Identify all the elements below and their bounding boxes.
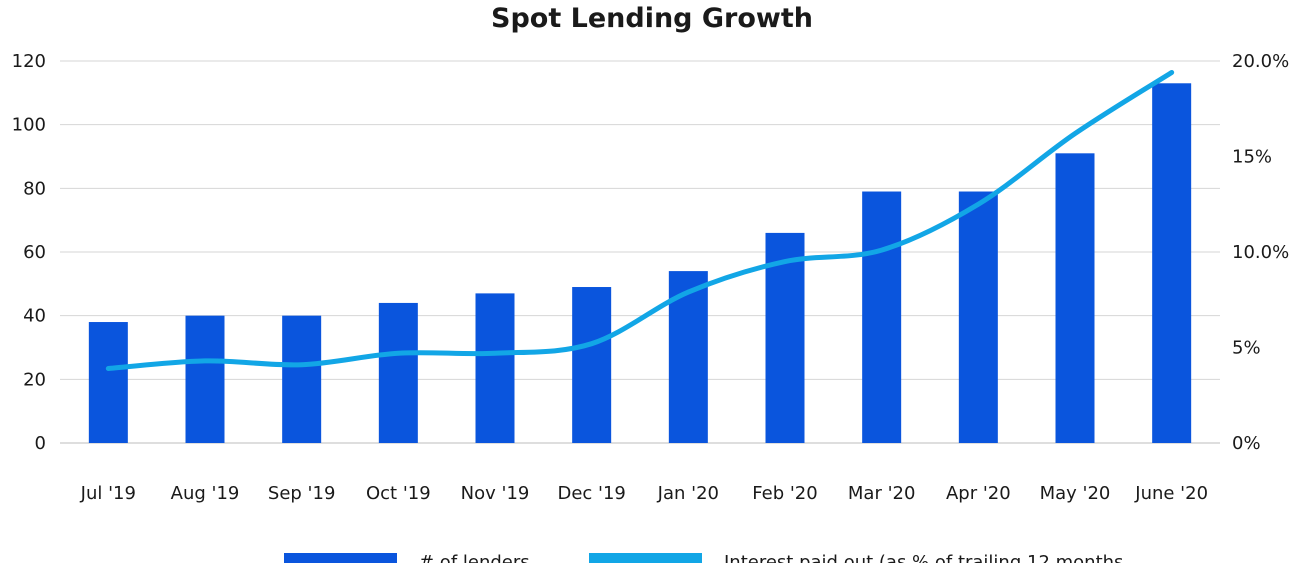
x-tick-label: Jan '20 (657, 483, 719, 504)
y-left-tick-label: 0 (35, 433, 46, 454)
x-tick-label: Jul '19 (80, 483, 136, 504)
y-right-tick-label: 15% (1232, 147, 1272, 168)
legend-label-interest: Interest paid out (as % of trailing 12 m… (724, 552, 1123, 563)
bar (475, 293, 515, 443)
bar (88, 322, 128, 443)
bar (185, 315, 225, 443)
bar (958, 191, 998, 443)
interest-line (105, 69, 1175, 372)
bar (765, 232, 805, 443)
legend-swatch-interest (589, 553, 702, 563)
x-tick-label: Mar '20 (848, 483, 916, 504)
x-tick-label: May '20 (1040, 483, 1111, 504)
legend-swatch-lenders (284, 553, 397, 563)
y-left-tick-label: 100 (12, 115, 46, 136)
bar (572, 287, 612, 443)
x-tick-label: Oct '19 (366, 483, 431, 504)
y-right-tick-label: 5% (1232, 338, 1261, 359)
x-tick-label: June '20 (1134, 483, 1208, 504)
y-right-tick-label: 20.0% (1232, 51, 1289, 72)
y-left-tick-label: 120 (12, 51, 46, 72)
legend-label-lenders: # of lenders (419, 552, 530, 563)
x-tick-label: Nov '19 (461, 483, 530, 504)
x-tick-label: Feb '20 (752, 483, 817, 504)
y-right-tick-label: 10.0% (1232, 242, 1289, 263)
bar (1055, 153, 1095, 444)
y-right-tick-label: 0% (1232, 433, 1261, 454)
y-left-tick-label: 80 (23, 178, 46, 199)
x-tick-label: Dec '19 (557, 483, 625, 504)
bar (378, 302, 418, 443)
y-left-tick-label: 40 (23, 306, 46, 327)
bar (282, 315, 322, 443)
y-left-tick-label: 20 (23, 369, 46, 390)
chart-title: Spot Lending Growth (491, 3, 813, 34)
x-tick-label: Sep '19 (268, 483, 336, 504)
bar (862, 191, 902, 443)
x-tick-label: Aug '19 (171, 483, 240, 504)
x-tick-label: Apr '20 (946, 483, 1011, 504)
y-left-tick-label: 60 (23, 242, 46, 263)
bar (1152, 83, 1192, 444)
